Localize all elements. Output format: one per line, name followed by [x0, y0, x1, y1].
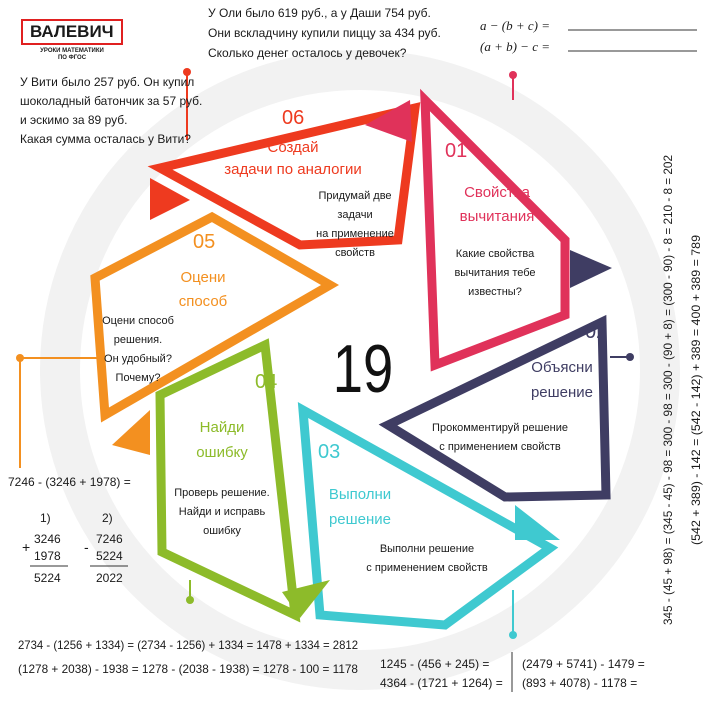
connector-dot — [183, 68, 191, 76]
accent — [365, 100, 412, 142]
step-shape — [147, 102, 421, 250]
step-shape — [420, 88, 570, 372]
accent — [282, 580, 330, 618]
exercise: 4364 - (1721 + 1264) = — [380, 676, 503, 690]
step-title: вычитания — [460, 208, 535, 225]
problem-text: и эскимо за 89 руб. — [20, 113, 127, 127]
step-text: задачи — [337, 209, 372, 221]
column-result: 5224 — [34, 571, 61, 585]
logo-tagline: ПО ФГОС — [58, 55, 87, 61]
connector-dot — [509, 631, 517, 639]
column-expression: 7246 - (3246 + 1978) = — [8, 475, 131, 489]
step-number: 01 — [445, 140, 467, 162]
step-text: на применение — [316, 228, 394, 240]
step-number: 06 — [282, 107, 304, 129]
step-text: Оцени способ — [102, 315, 174, 327]
problem-text: Какая сумма осталась у Вити? — [20, 132, 191, 146]
step-number: 02 — [585, 321, 607, 343]
step-text: Выполни решение — [380, 543, 474, 555]
step-text: свойств — [335, 247, 375, 259]
column-label: 2) — [102, 511, 113, 525]
step-title: решение — [329, 511, 391, 528]
step-title: Объясни — [531, 359, 592, 376]
step-title: задачи по аналогии — [224, 161, 361, 178]
exercise: 1245 - (456 + 245) = — [380, 657, 489, 671]
step-text: Найди и исправь — [179, 506, 266, 518]
step-title: ошибку — [196, 444, 248, 461]
connector-dot — [509, 71, 517, 79]
accent — [570, 250, 612, 288]
step-shape — [155, 338, 301, 623]
step-number: 05 — [193, 231, 215, 253]
exercise: (2479 + 5741) - 1479 = — [522, 657, 645, 671]
step-shape — [378, 314, 611, 502]
logo-name: ВАЛЕВИЧ — [30, 22, 114, 41]
step-title: решение — [531, 384, 593, 401]
step-number: 04 — [255, 371, 277, 393]
step-text: с применением свойств — [366, 562, 488, 574]
step-text: ошибку — [203, 525, 241, 537]
problem-text: У Вити было 257 руб. Он купил — [20, 75, 194, 89]
step-text: Прокомментируй решение — [432, 422, 568, 434]
column-label: 1) — [40, 511, 51, 525]
step-title: Оцени — [180, 269, 225, 286]
step-text: с применением свойств — [439, 441, 561, 453]
step-shape — [297, 401, 559, 630]
bottom-example: 2734 - (1256 + 1334) = (2734 - 1256) + 1… — [18, 638, 358, 652]
formula: (a + b) − c = — [480, 39, 550, 54]
column-sign: + — [22, 539, 30, 555]
column-sign: - — [84, 539, 89, 555]
step-text: Он удобный? — [104, 353, 172, 365]
step-title: Создай — [267, 139, 318, 156]
exercise: (893 + 4078) - 1178 = — [522, 676, 637, 690]
logo-box — [21, 19, 123, 45]
accent — [515, 505, 560, 540]
column-operand: 1978 — [34, 549, 61, 563]
step-text: известны? — [468, 286, 522, 298]
step-title: способ — [179, 293, 228, 310]
step-title: Свойства — [464, 184, 531, 201]
step-text: Почему? — [116, 372, 161, 384]
center-number: 19 — [333, 331, 394, 407]
step-title: Найди — [200, 419, 245, 436]
logo-tagline: УРОКИ МАТЕМАТИКИ — [40, 48, 104, 54]
step-text: Придумай две — [318, 190, 391, 202]
column-operand: 7246 — [96, 532, 123, 546]
step-title: Выполни — [329, 486, 391, 503]
problem-text: У Оли было 619 руб., а у Даши 754 руб. — [208, 6, 431, 20]
bottom-example: (1278 + 2038) - 1938 = 1278 - (2038 - 19… — [18, 662, 358, 676]
connector-dot — [186, 596, 194, 604]
column-result: 2022 — [96, 571, 123, 585]
step-number: 03 — [318, 441, 340, 463]
column-operand: 3246 — [34, 532, 61, 546]
step-text: Проверь решение. — [174, 487, 269, 499]
example-vertical: 345 - (45 + 98) = (345 - 45) - 98 = 300 … — [661, 155, 675, 625]
problem-text: Они вскладчину купили пиццу за 434 руб. — [208, 26, 441, 40]
formula: a − (b + c) = — [480, 18, 550, 33]
accent — [112, 410, 150, 455]
example-vertical: (542 + 389) - 142 = (542 - 142) + 389 = … — [689, 235, 703, 545]
step-shape — [90, 211, 340, 423]
step-text: Какие свойства — [456, 248, 535, 260]
step-text: решения. — [114, 334, 162, 346]
background-decor — [40, 50, 680, 690]
column-operand: 5224 — [96, 549, 123, 563]
problem-text: Сколько денег осталось у девочек? — [208, 46, 407, 60]
connector-dot — [16, 354, 24, 362]
step-text: вычитания тебе — [454, 267, 535, 279]
accent — [150, 178, 190, 220]
problem-text: шоколадный батончик за 57 руб. — [20, 94, 202, 108]
connector-dot — [626, 353, 634, 361]
